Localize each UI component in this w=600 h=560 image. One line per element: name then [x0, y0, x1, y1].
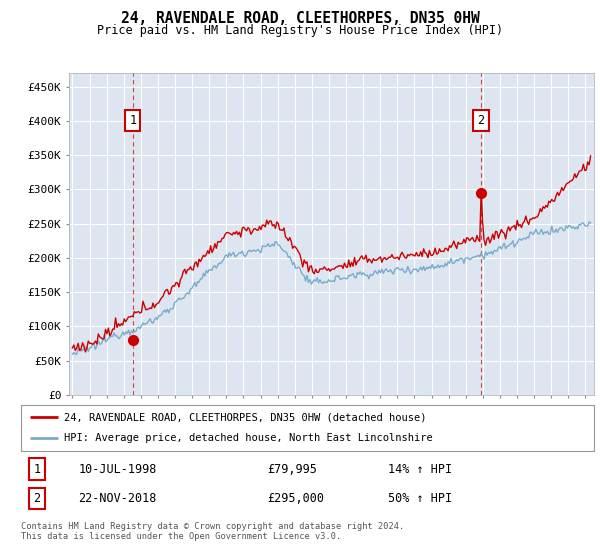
Text: 2: 2 — [478, 114, 485, 127]
Text: 24, RAVENDALE ROAD, CLEETHORPES, DN35 0HW (detached house): 24, RAVENDALE ROAD, CLEETHORPES, DN35 0H… — [64, 412, 427, 422]
Text: Contains HM Land Registry data © Crown copyright and database right 2024.
This d: Contains HM Land Registry data © Crown c… — [21, 522, 404, 542]
Text: £295,000: £295,000 — [268, 492, 325, 505]
Text: 1: 1 — [34, 463, 41, 475]
Text: 50% ↑ HPI: 50% ↑ HPI — [388, 492, 452, 505]
Text: 24, RAVENDALE ROAD, CLEETHORPES, DN35 0HW: 24, RAVENDALE ROAD, CLEETHORPES, DN35 0H… — [121, 11, 479, 26]
Text: £79,995: £79,995 — [268, 463, 317, 475]
Text: 10-JUL-1998: 10-JUL-1998 — [79, 463, 157, 475]
Text: 2: 2 — [34, 492, 41, 505]
Text: 22-NOV-2018: 22-NOV-2018 — [79, 492, 157, 505]
Text: Price paid vs. HM Land Registry's House Price Index (HPI): Price paid vs. HM Land Registry's House … — [97, 24, 503, 37]
Text: 14% ↑ HPI: 14% ↑ HPI — [388, 463, 452, 475]
Text: HPI: Average price, detached house, North East Lincolnshire: HPI: Average price, detached house, Nort… — [64, 433, 433, 444]
Text: 1: 1 — [129, 114, 136, 127]
